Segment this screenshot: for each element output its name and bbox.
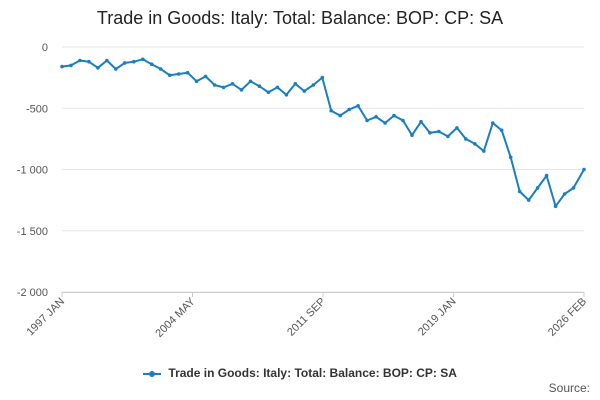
data-point (571, 186, 576, 190)
data-point (356, 104, 360, 108)
data-point (176, 72, 181, 76)
legend-line-marker-icon (143, 369, 162, 379)
x-tick-label: 2004 MAY (153, 295, 198, 340)
data-point (266, 90, 271, 95)
x-tick-label: 2011 SEP (285, 296, 328, 339)
data-point (105, 58, 109, 63)
data-point (158, 67, 163, 71)
legend: Trade in Goods: Italy: Total: Balance: B… (0, 366, 600, 380)
data-point (132, 59, 136, 64)
data-point (535, 186, 540, 190)
data-point (248, 79, 253, 84)
data-point (473, 142, 477, 146)
data-point (499, 128, 504, 133)
data-point (365, 118, 369, 123)
data-point (401, 118, 405, 123)
y-tick-label: -1 500 (17, 226, 48, 238)
data-point (123, 61, 127, 65)
data-point (562, 192, 567, 196)
data-point (544, 173, 549, 178)
data-point (311, 83, 316, 87)
data-point (338, 113, 343, 118)
data-point (149, 62, 154, 66)
data-point (383, 121, 387, 125)
data-point (320, 75, 325, 80)
data-point (114, 67, 118, 71)
data-point (257, 84, 262, 88)
data-point (194, 79, 199, 84)
series-line (61, 58, 585, 208)
data-point (419, 119, 423, 124)
data-point (347, 107, 352, 112)
data-point (437, 129, 441, 134)
data-point (517, 189, 522, 194)
data-point (212, 83, 217, 87)
x-tick-label: 2019 JAN (416, 296, 459, 339)
data-point (221, 85, 226, 90)
data-point (302, 89, 307, 93)
data-point (582, 167, 586, 172)
y-tick-label: 0 (42, 42, 48, 54)
data-point (141, 57, 145, 62)
data-point (482, 149, 486, 153)
data-point (374, 115, 378, 119)
y-tick-label: -500 (26, 103, 48, 115)
chart-title: Trade in Goods: Italy: Total: Balance: B… (96, 8, 504, 28)
data-point (455, 126, 459, 130)
y-tick-label: -2 000 (17, 287, 48, 299)
data-point (185, 70, 190, 75)
data-point (69, 63, 73, 68)
data-point (553, 204, 558, 209)
data-point (87, 59, 91, 64)
x-tick-label: 2026 FEB (546, 296, 589, 339)
x-tick-label: 1997 JAN (24, 296, 67, 339)
data-point (410, 133, 414, 137)
data-point (78, 58, 82, 63)
data-point (203, 74, 208, 79)
data-point (428, 131, 432, 135)
data-point (508, 155, 513, 160)
data-point (392, 113, 396, 118)
source-label: Source: (548, 381, 590, 395)
data-point (96, 66, 100, 70)
data-point (526, 198, 531, 202)
data-point (230, 82, 235, 86)
data-point (464, 137, 468, 141)
data-point (293, 82, 298, 86)
data-point (491, 121, 495, 125)
data-point (167, 73, 172, 77)
data-point (275, 85, 280, 90)
data-point (284, 93, 289, 97)
data-point (239, 88, 244, 92)
data-point (60, 64, 64, 69)
legend-label: Trade in Goods: Italy: Total: Balance: B… (168, 366, 457, 380)
y-tick-label: -1 000 (17, 165, 48, 177)
data-point (446, 134, 450, 139)
data-point (329, 108, 334, 113)
